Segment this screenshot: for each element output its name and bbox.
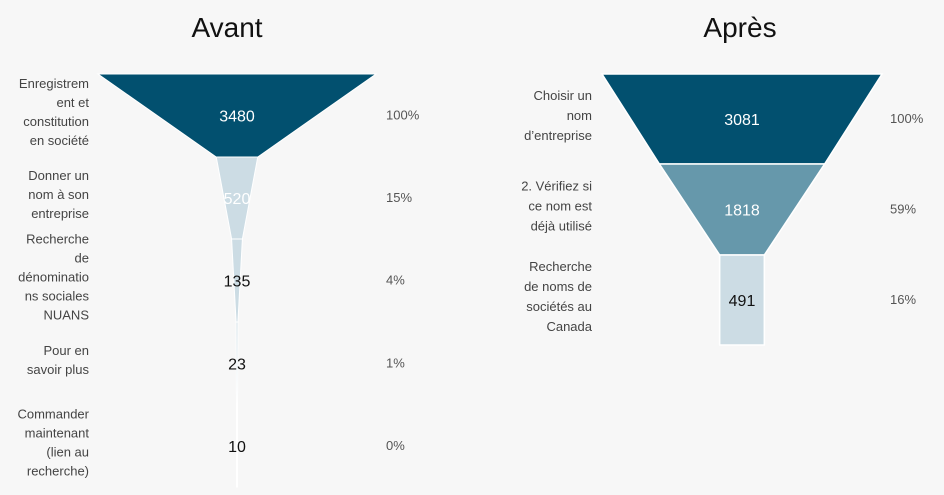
funnel-avant-stage-label: Pour en savoir plus [27, 343, 90, 377]
funnel-apres-value: 491 [729, 293, 756, 310]
funnel-avant-value: 10 [228, 439, 246, 456]
funnel-title-avant: Avant [191, 12, 262, 43]
funnel-apres-value: 3081 [724, 112, 760, 129]
funnel-avant: 3480 100%Enregistrem ent et constitution en … [17, 73, 420, 488]
funnel-avant-percent: 4% [386, 273, 405, 288]
funnel-avant-segment [236, 404, 238, 488]
funnel-avant-value: 520 [224, 191, 251, 208]
funnel-apres-stage-label: 2. Vérifiez si ce nom est déjà utilisé [521, 179, 592, 234]
funnel-avant-value: 3480 [219, 109, 255, 126]
funnel-avant-value: 135 [224, 274, 251, 291]
funnel-avant-stage-label: Donner un nom à son entreprise [28, 168, 89, 221]
funnel-avant-stage-label: Enregistrem ent et constitution en société [19, 76, 89, 148]
funnel-apres-percent: 16% [890, 292, 916, 307]
funnel-avant-percent: 1% [386, 356, 405, 371]
funnel-apres-percent: 100% [890, 111, 924, 126]
funnel-title-apres: Après [703, 12, 776, 43]
funnel-avant-stage-label: Recherche de dénominatio ns sociales NUANS [18, 232, 89, 323]
funnel-apres-percent: 59% [890, 202, 916, 217]
funnel-apres-stage-label: Choisir un nom d’entreprise [524, 88, 592, 143]
funnel-apres-value: 1818 [724, 203, 760, 220]
funnel-apres: 3081 100% Choisir un nom d’entreprise 1818 59%… [521, 73, 924, 346]
funnel-apres-stage-label: Recherche de noms de sociétés au Canada [524, 259, 593, 334]
funnel-avant-stage-label: Commander maintenant (lien au recherche) [17, 407, 89, 479]
funnel-avant-value: 23 [228, 357, 246, 374]
funnel-avant-percent: 0% [386, 438, 405, 453]
funnel-avant-percent: 15% [386, 190, 412, 205]
funnel-apres-segment [718, 254, 766, 346]
funnel-avant-percent: 100% [386, 108, 420, 123]
